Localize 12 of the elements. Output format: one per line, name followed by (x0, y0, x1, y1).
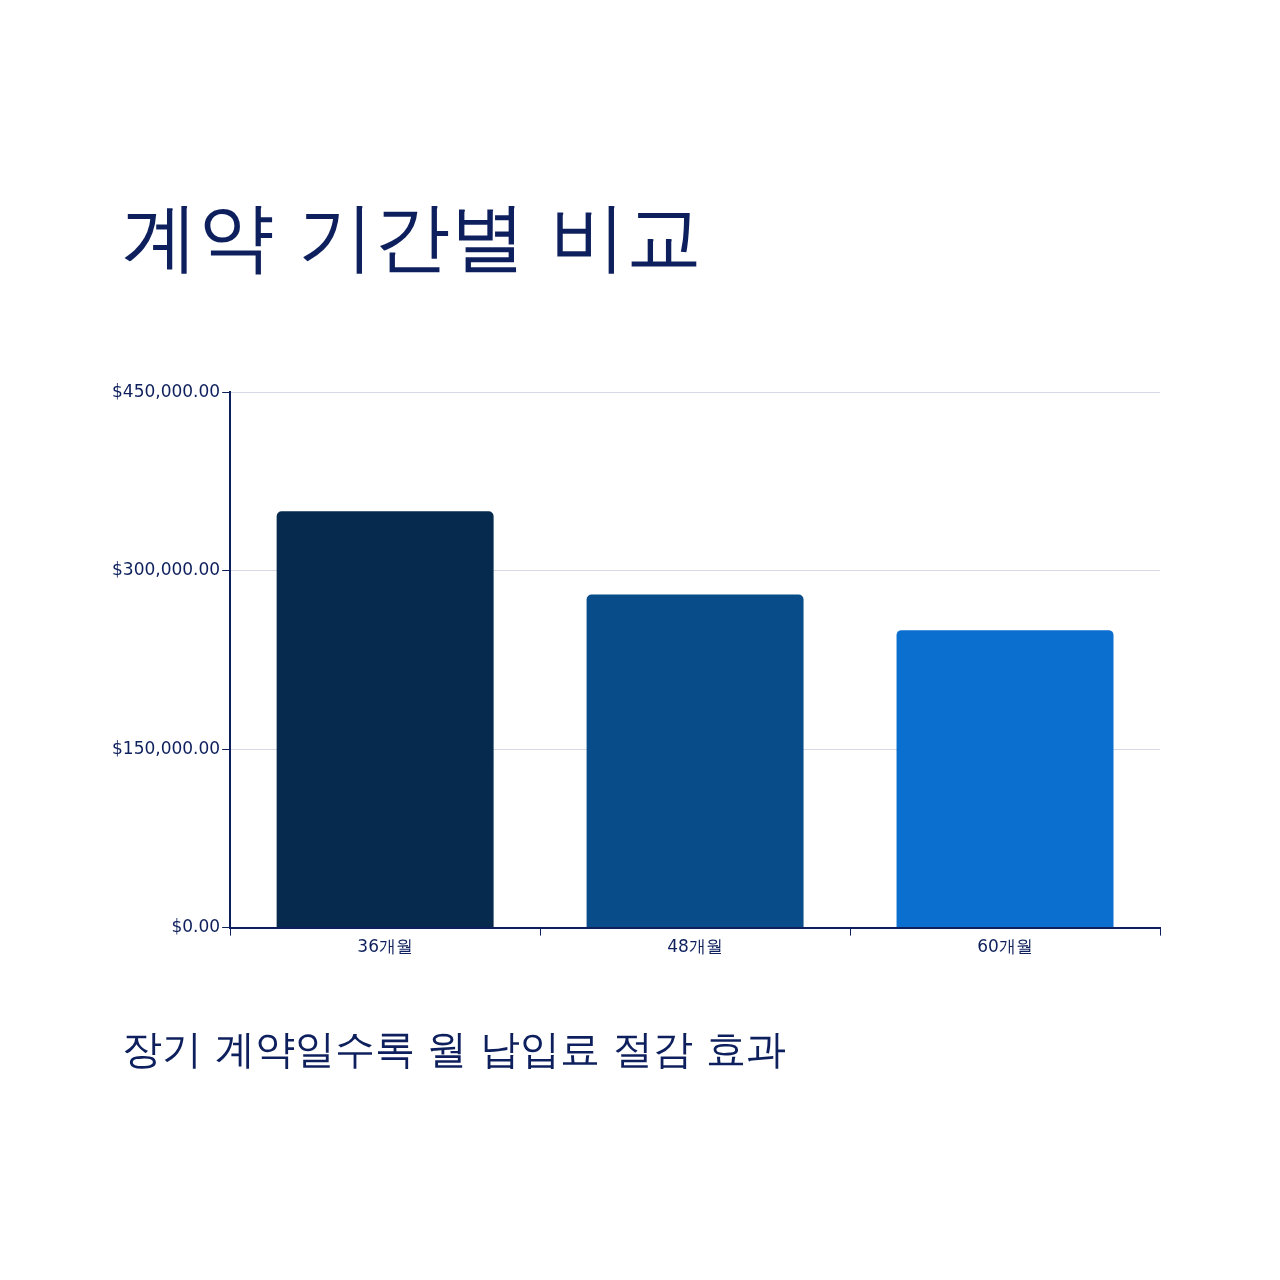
bar (586, 594, 804, 928)
x-tick-label: 48개월 (667, 936, 723, 957)
bar (276, 511, 494, 928)
text: 장기 계약일수록 월 납입료 절감 효과 (122, 1025, 786, 1074)
bar (896, 630, 1114, 928)
x-tick-label: 60개월 (977, 936, 1033, 957)
y-tick-label: $450,000.00 (111, 380, 221, 401)
y-tick-label: $0.00 (171, 916, 221, 937)
y-tick-label: $300,000.00 (111, 559, 221, 580)
chart-title: 계약 기간별 비교 (122, 192, 703, 281)
x-tick-label: 36개월 (357, 936, 413, 957)
y-tick-label: $150,000.00 (111, 737, 221, 758)
